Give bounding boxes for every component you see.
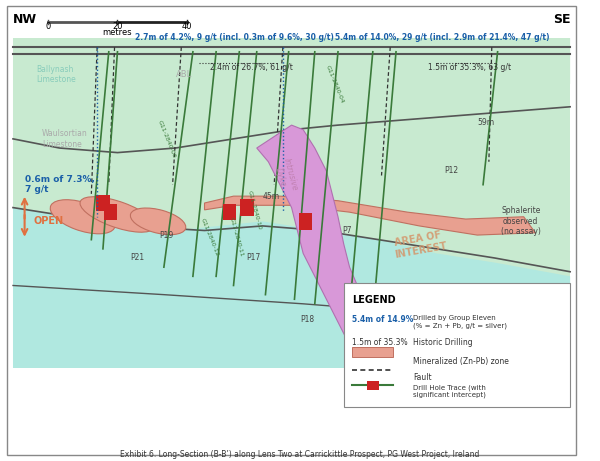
Text: 2.7m of 4.2%, 9 g/t (incl. 0.3m of 9.6%, 30 g/t): 2.7m of 4.2%, 9 g/t (incl. 0.3m of 9.6%,… <box>135 34 334 42</box>
Text: P17: P17 <box>247 254 261 262</box>
Ellipse shape <box>130 208 186 235</box>
Text: Exhibit 6. Long-Section (B-B’) along Lens Two at Carrickittle Prospect, PG West : Exhibit 6. Long-Section (B-B’) along Len… <box>121 449 479 459</box>
Text: 45m: 45m <box>263 192 280 201</box>
Text: G11-2840-06: G11-2840-06 <box>157 119 177 159</box>
FancyBboxPatch shape <box>223 204 236 220</box>
Text: P12: P12 <box>444 166 458 176</box>
Text: 59m: 59m <box>478 118 494 127</box>
Text: 0: 0 <box>45 22 50 31</box>
Text: 1.5m of 35.3%: 1.5m of 35.3% <box>352 338 408 347</box>
Ellipse shape <box>80 197 155 232</box>
Text: Historic Drilling: Historic Drilling <box>413 338 473 347</box>
FancyBboxPatch shape <box>7 6 576 455</box>
FancyBboxPatch shape <box>367 381 379 390</box>
Text: Ballynash
Limestone: Ballynash Limestone <box>36 65 76 84</box>
Polygon shape <box>13 38 570 368</box>
Text: P7: P7 <box>342 226 352 235</box>
Text: G11-2840-11: G11-2840-11 <box>229 217 244 258</box>
Text: NW: NW <box>13 13 37 26</box>
Text: P19: P19 <box>160 230 174 240</box>
Text: 2.4m of 26.7%, 61 g/t: 2.4m of 26.7%, 61 g/t <box>211 63 293 72</box>
Text: 0.6m of 7.3%,
7 g/t: 0.6m of 7.3%, 7 g/t <box>25 175 94 195</box>
Text: metres: metres <box>103 28 132 37</box>
FancyBboxPatch shape <box>104 204 118 220</box>
Text: P21: P21 <box>131 254 145 262</box>
Polygon shape <box>13 207 570 368</box>
Text: Drill Hole Trace (with
significant intercept): Drill Hole Trace (with significant inter… <box>413 384 487 398</box>
Text: 5.4m of 14.9%: 5.4m of 14.9% <box>352 315 414 324</box>
Text: 20: 20 <box>112 22 123 31</box>
Text: ABL: ABL <box>175 70 192 79</box>
Text: Waulsortian
Limestone: Waulsortian Limestone <box>42 129 88 148</box>
Text: P18: P18 <box>301 315 315 325</box>
Text: Fault: Fault <box>413 372 432 382</box>
FancyBboxPatch shape <box>96 195 110 211</box>
Text: AREA OF
INTEREST: AREA OF INTEREST <box>391 229 447 260</box>
Text: OPEN: OPEN <box>34 216 64 226</box>
Text: 5.4m of 14.0%, 29 g/t (incl. 2.9m of 21.4%, 47 g/t): 5.4m of 14.0%, 29 g/t (incl. 2.9m of 21.… <box>335 34 550 42</box>
Text: G11-2840-10: G11-2840-10 <box>246 189 262 230</box>
Text: Intrusive
Dyke: Intrusive Dyke <box>272 157 299 194</box>
Text: 1.5m of 35.3%, 63 g/t: 1.5m of 35.3%, 63 g/t <box>428 63 511 72</box>
Text: Sphalerite
observed
(no assay): Sphalerite observed (no assay) <box>501 207 541 236</box>
Text: G11-2840-12: G11-2840-12 <box>199 218 219 257</box>
Ellipse shape <box>50 200 115 234</box>
FancyBboxPatch shape <box>352 347 393 357</box>
Text: Drilled by Group Eleven
(% = Zn + Pb, g/t = silver): Drilled by Group Eleven (% = Zn + Pb, g/… <box>413 315 508 329</box>
FancyBboxPatch shape <box>344 283 570 407</box>
Text: G11-2840-04: G11-2840-04 <box>325 64 345 104</box>
Polygon shape <box>13 38 570 148</box>
Text: SE: SE <box>553 13 570 26</box>
FancyBboxPatch shape <box>240 199 254 216</box>
Polygon shape <box>257 125 379 345</box>
Text: LEGEND: LEGEND <box>352 295 396 305</box>
Polygon shape <box>205 196 535 235</box>
Text: Mineralized (Zn-Pb) zone: Mineralized (Zn-Pb) zone <box>413 356 509 366</box>
FancyBboxPatch shape <box>299 213 313 230</box>
Text: 40: 40 <box>182 22 193 31</box>
